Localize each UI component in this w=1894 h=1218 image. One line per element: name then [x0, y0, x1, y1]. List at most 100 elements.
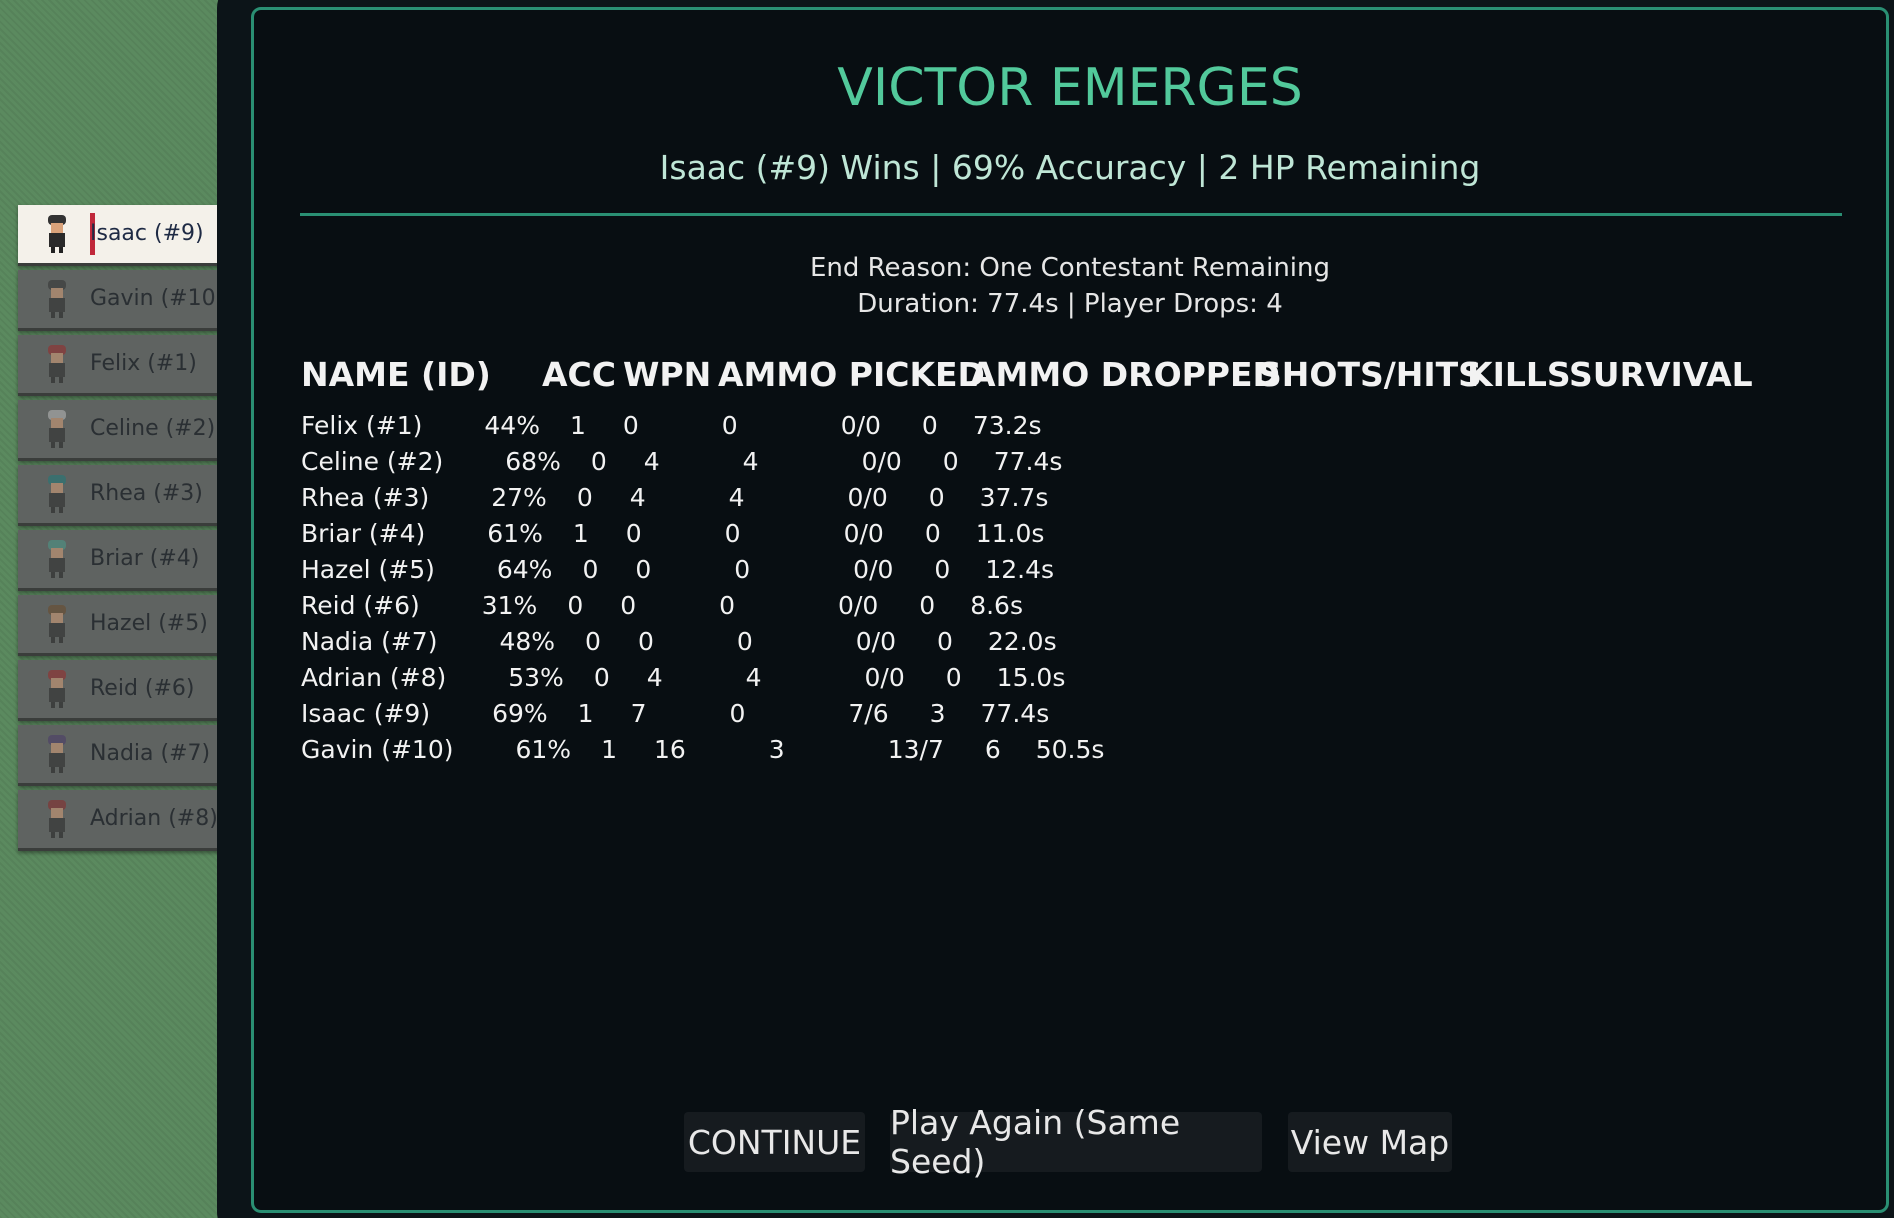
table-cell: 0	[585, 626, 601, 656]
avatar	[48, 280, 66, 318]
player-item[interactable]: Rhea (#3)	[18, 465, 250, 526]
player-name: Nadia (#7)	[90, 741, 211, 766]
table-cell: Rhea (#3)	[301, 482, 430, 512]
table-cell: 0	[593, 662, 610, 692]
table-cell: 0	[736, 626, 753, 656]
table-cell: 15.0s	[996, 662, 1066, 692]
table-cell: 4	[629, 482, 646, 512]
table-cell: 61%	[487, 518, 543, 548]
table-row: Rhea (#3) 27% 0 4 4 0/0 0 37.7s	[301, 479, 1104, 515]
table-cell: 4	[742, 446, 759, 476]
avatar	[48, 345, 66, 383]
avatar	[48, 670, 66, 708]
table-row: Adrian (#8) 53% 0 4 4 0/0 0 15.0s	[301, 659, 1104, 695]
table-cell: 4	[643, 446, 660, 476]
player-item[interactable]: Reid (#6)	[18, 660, 250, 721]
table-cell: 22.0s	[987, 626, 1057, 656]
duration: Duration: 77.4s | Player Drops: 4	[857, 289, 1283, 319]
table-cell: 0/0	[864, 662, 905, 692]
player-name: Rhea (#3)	[90, 481, 203, 506]
player-name: Hazel (#5)	[90, 611, 208, 636]
table-cell: 37.7s	[979, 482, 1049, 512]
player-item[interactable]: Nadia (#7)	[18, 725, 250, 786]
table-cell: 69%	[492, 698, 548, 728]
table-cell: 12.4s	[985, 554, 1055, 584]
column-header: AMMO PICKED	[718, 355, 985, 394]
table-cell: 11.0s	[975, 518, 1045, 548]
table-cell: 0/0	[853, 554, 894, 584]
table-cell: 64%	[496, 554, 553, 584]
table-row: Gavin (#10) 61% 1 16 3 13/7 6 50.5s	[301, 731, 1104, 767]
table-cell: 0	[567, 590, 584, 620]
table-cell: 31%	[481, 590, 538, 620]
table-cell: 0/0	[843, 518, 884, 548]
table-cell: 0	[582, 554, 599, 584]
continue-button[interactable]: CONTINUE	[684, 1112, 865, 1172]
table-cell: 50.5s	[1035, 734, 1105, 764]
avatar	[48, 215, 66, 253]
avatar	[48, 735, 66, 773]
table-cell: 0/0	[838, 590, 879, 620]
table-cell: 16	[653, 734, 686, 764]
player-item[interactable]: Celine (#2)	[18, 400, 250, 461]
player-item[interactable]: Felix (#1)	[18, 335, 250, 396]
player-name: Adrian (#8)	[90, 806, 218, 831]
table-cell: 68%	[505, 446, 561, 476]
table-cell: 0	[734, 554, 751, 584]
table-row: Felix (#1) 44% 1 0 0 0/0 0 73.2s	[301, 407, 1104, 443]
results-panel: VICTOR EMERGES Isaac (#9) Wins | 69% Acc…	[251, 7, 1889, 1213]
table-cell: Felix (#1)	[301, 410, 423, 440]
table-cell: 0	[625, 518, 642, 548]
table-cell: 0	[921, 410, 938, 440]
view-map-button[interactable]: View Map	[1288, 1112, 1452, 1172]
player-item[interactable]: Gavin (#10)	[18, 270, 250, 331]
avatar	[48, 410, 66, 448]
table-row: Celine (#2) 68% 0 4 4 0/0 0 77.4s	[301, 443, 1104, 479]
end-reason: End Reason: One Contestant Remaining	[809, 253, 1331, 283]
table-cell: 0	[719, 590, 736, 620]
table-cell: 27%	[491, 482, 547, 512]
table-cell: 0/0	[855, 626, 896, 656]
avatar	[48, 605, 66, 643]
column-header: SURVIVAL	[1569, 355, 1753, 394]
table-cell: 8.6s	[970, 590, 1023, 620]
table-cell: 53%	[508, 662, 564, 692]
table-cell: 1	[572, 518, 589, 548]
table-cell: 0	[724, 518, 741, 548]
table-cell: 0	[924, 518, 941, 548]
table-body: Felix (#1) 44% 1 0 0 0/0 0 73.2s Celine (#2) 68% 0…	[301, 407, 1104, 767]
player-item[interactable]: Briar (#4)	[18, 530, 250, 591]
table-cell: 0	[590, 446, 607, 476]
table-cell: 0	[919, 590, 936, 620]
table-cell: 73.2s	[972, 410, 1042, 440]
table-cell: 0	[945, 662, 962, 692]
avatar	[48, 540, 66, 578]
table-row: Hazel (#5) 64% 0 0 0 0/0 0 12.4s	[301, 551, 1104, 587]
table-cell: 7	[630, 698, 647, 728]
table-row: Reid (#6) 31% 0 0 0 0/0 0 8.6s	[301, 587, 1104, 623]
player-item[interactable]: Adrian (#8)	[18, 790, 250, 851]
table-cell: 6	[984, 734, 1001, 764]
table-cell: 0/0	[861, 446, 902, 476]
table-cell: 7/6	[848, 698, 889, 728]
column-header: ACC	[542, 355, 616, 394]
table-cell: Celine (#2)	[301, 446, 444, 476]
player-item[interactable]: Isaac (#9)	[18, 205, 250, 266]
avatar	[48, 475, 66, 513]
table-cell: Adrian (#8)	[301, 662, 447, 692]
divider	[300, 213, 1842, 216]
table-cell: 0	[721, 410, 738, 440]
table-cell: 1	[569, 410, 586, 440]
table-cell: Reid (#6)	[301, 590, 420, 620]
table-cell: 0	[937, 626, 953, 656]
table-cell: Isaac (#9)	[301, 698, 431, 728]
table-cell: 1	[601, 734, 617, 764]
table-cell: 77.4s	[993, 446, 1063, 476]
player-name: Felix (#1)	[90, 351, 197, 376]
player-item[interactable]: Hazel (#5)	[18, 595, 250, 656]
table-cell: 0	[620, 590, 637, 620]
player-name: Gavin (#10)	[90, 286, 225, 311]
column-header: NAME (ID)	[301, 355, 491, 394]
play-again-button[interactable]: Play Again (Same Seed)	[890, 1103, 1262, 1181]
